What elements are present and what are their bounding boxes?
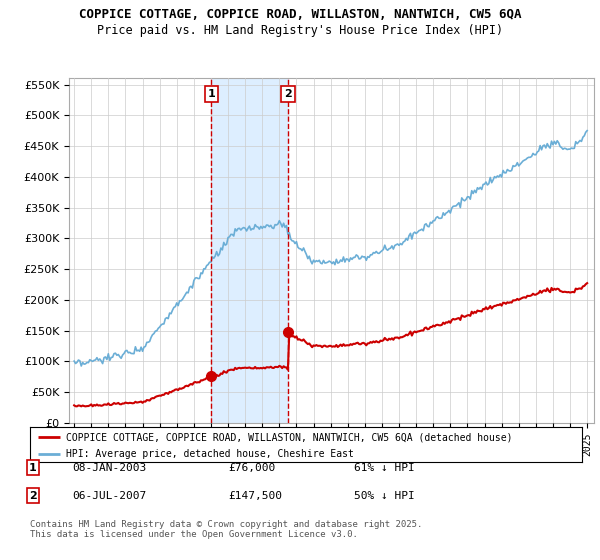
- Text: COPPICE COTTAGE, COPPICE ROAD, WILLASTON, NANTWICH, CW5 6QA (detached house): COPPICE COTTAGE, COPPICE ROAD, WILLASTON…: [66, 432, 512, 442]
- Text: 50% ↓ HPI: 50% ↓ HPI: [354, 491, 415, 501]
- Text: 2: 2: [284, 88, 292, 99]
- Text: HPI: Average price, detached house, Cheshire East: HPI: Average price, detached house, Ches…: [66, 449, 354, 459]
- Text: 61% ↓ HPI: 61% ↓ HPI: [354, 463, 415, 473]
- Text: £76,000: £76,000: [228, 463, 275, 473]
- Text: COPPICE COTTAGE, COPPICE ROAD, WILLASTON, NANTWICH, CW5 6QA: COPPICE COTTAGE, COPPICE ROAD, WILLASTON…: [79, 8, 521, 21]
- Text: £147,500: £147,500: [228, 491, 282, 501]
- Text: Contains HM Land Registry data © Crown copyright and database right 2025.
This d: Contains HM Land Registry data © Crown c…: [30, 520, 422, 539]
- Text: 08-JAN-2003: 08-JAN-2003: [72, 463, 146, 473]
- Text: 2: 2: [29, 491, 37, 501]
- Bar: [211, 78, 288, 423]
- Text: 1: 1: [29, 463, 37, 473]
- Text: Price paid vs. HM Land Registry's House Price Index (HPI): Price paid vs. HM Land Registry's House …: [97, 24, 503, 36]
- Text: 06-JUL-2007: 06-JUL-2007: [72, 491, 146, 501]
- Text: 1: 1: [208, 88, 215, 99]
